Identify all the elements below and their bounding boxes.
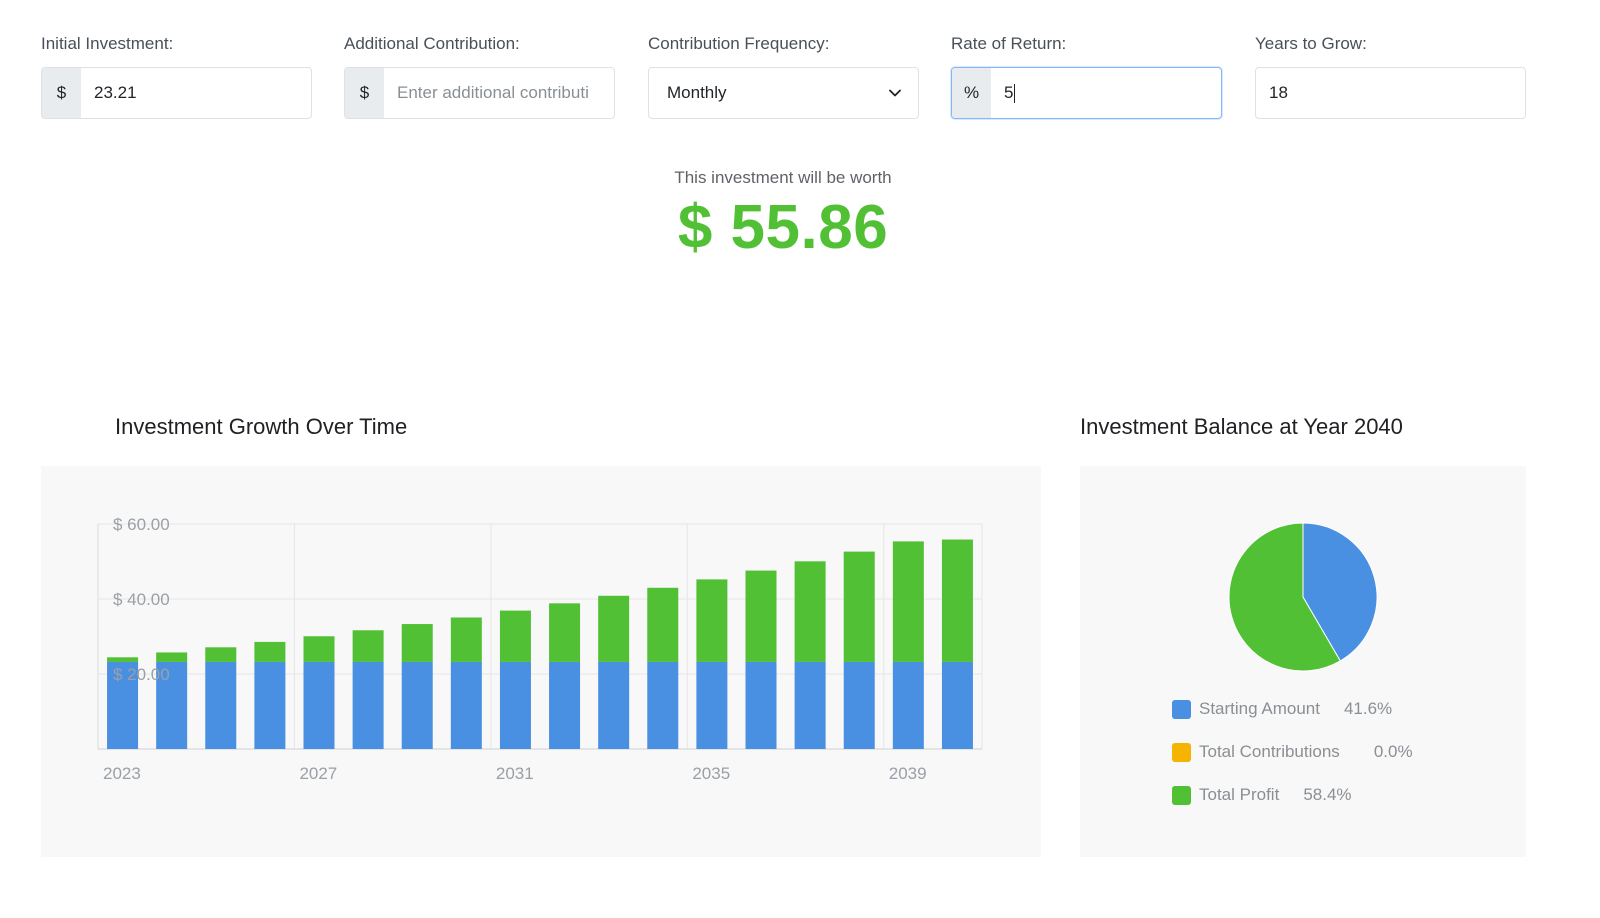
bar-total-profit xyxy=(549,603,581,662)
additional-contribution-label: Additional Contribution: xyxy=(344,34,520,53)
legend-item-starting-amount[interactable]: Starting Amount 41.6% xyxy=(1172,697,1392,721)
legend-label: Total Contributions xyxy=(1199,742,1340,761)
y-tick-label: $ 20.00 xyxy=(113,665,170,684)
contribution-frequency-select[interactable]: Monthly xyxy=(648,67,919,119)
chevron-down-icon xyxy=(888,86,902,100)
pie-slice-starting-amount xyxy=(1302,522,1378,662)
result-summary: This investment will be worth $ 55.86 xyxy=(0,168,1566,263)
bar-total-profit xyxy=(450,617,482,662)
legend-label: Starting Amount xyxy=(1199,699,1320,718)
bar-starting-amount xyxy=(598,661,630,749)
initial-investment-value[interactable]: 23.21 xyxy=(94,83,137,102)
bar-total-profit xyxy=(696,579,728,662)
text-caret xyxy=(1014,83,1016,103)
bar-starting-amount xyxy=(303,661,335,749)
x-tick-label: 2023 xyxy=(103,764,141,783)
result-value: $ 55.86 xyxy=(677,193,889,262)
bar-total-profit xyxy=(499,610,531,662)
bar-starting-amount xyxy=(696,661,728,749)
bar-starting-amount xyxy=(352,661,384,749)
bar-total-profit xyxy=(254,641,286,662)
x-tick-label: 2027 xyxy=(299,764,337,783)
dollar-addon: $ xyxy=(345,68,384,118)
bar-starting-amount xyxy=(892,661,924,749)
legend-label: Total Profit xyxy=(1199,785,1280,804)
rate-of-return-text[interactable]: 5 xyxy=(991,68,1221,118)
years-to-grow-value[interactable]: 18 xyxy=(1269,83,1288,102)
percent-addon: % xyxy=(952,68,991,118)
years-to-grow-field: Years to Grow: 18 xyxy=(1255,32,1526,119)
bar-total-profit xyxy=(843,551,875,662)
investment-inputs: Initial Investment: $ 23.21 Additional C… xyxy=(41,32,1526,122)
bar-total-profit xyxy=(107,657,139,662)
rate-of-return-field: Rate of Return: % 5 xyxy=(951,32,1222,119)
dollar-addon: $ xyxy=(42,68,81,118)
bar-total-profit xyxy=(156,652,188,662)
bar-starting-amount xyxy=(401,661,433,749)
legend-value: 58.4% xyxy=(1303,785,1352,804)
bar-starting-amount xyxy=(794,661,826,749)
bar-total-profit xyxy=(352,630,384,662)
legend-item-total-profit[interactable]: Total Profit 58.4% xyxy=(1172,783,1352,807)
rate-of-return-input[interactable]: % 5 xyxy=(951,67,1222,119)
contribution-frequency-label: Contribution Frequency: xyxy=(648,34,830,53)
legend-swatch xyxy=(1172,742,1191,762)
bar-starting-amount xyxy=(647,661,679,749)
x-tick-label: 2035 xyxy=(692,764,730,783)
bar-starting-amount xyxy=(499,661,531,749)
y-tick-label: $ 40.00 xyxy=(113,590,170,609)
initial-investment-label: Initial Investment: xyxy=(41,34,174,53)
years-to-grow-input[interactable]: 18 xyxy=(1255,67,1526,119)
bar-total-profit xyxy=(941,539,973,662)
bar-starting-amount xyxy=(205,661,237,749)
x-tick-label: 2031 xyxy=(496,764,534,783)
bar-starting-amount xyxy=(107,661,139,749)
bar-total-profit xyxy=(303,636,335,662)
legend-item-total-contributions[interactable]: Total Contributions 0.0% xyxy=(1172,740,1413,764)
rate-of-return-label: Rate of Return: xyxy=(951,34,1067,53)
bar-starting-amount xyxy=(450,661,482,749)
result-label: This investment will be worth xyxy=(674,168,892,187)
bar-total-profit xyxy=(598,595,630,662)
contribution-frequency-field: Contribution Frequency: Monthly xyxy=(648,32,919,119)
legend-value: 41.6% xyxy=(1343,699,1393,718)
contribution-frequency-value: Monthly xyxy=(667,83,727,102)
bar-total-profit xyxy=(892,541,924,662)
additional-contribution-input[interactable]: $ Enter additional contributi xyxy=(344,67,615,119)
pie-slice-total-profit xyxy=(1228,522,1341,672)
pie-chart-title: Investment Balance at Year 2040 xyxy=(1080,414,1403,439)
bar-total-profit xyxy=(401,624,433,662)
initial-investment-field: Initial Investment: $ 23.21 xyxy=(41,32,312,119)
bar-starting-amount xyxy=(156,661,188,749)
bar-total-profit xyxy=(205,647,237,662)
rate-of-return-value: 5 xyxy=(1004,83,1014,102)
y-tick-label: $ 60.00 xyxy=(113,515,170,534)
bar-starting-amount xyxy=(843,661,875,749)
legend-value: 0.0% xyxy=(1373,742,1413,761)
bar-total-profit xyxy=(745,570,777,662)
x-tick-label: 2039 xyxy=(889,764,927,783)
bar-starting-amount xyxy=(549,661,581,749)
additional-contribution-field: Additional Contribution: $ Enter additio… xyxy=(344,32,615,119)
bar-total-profit xyxy=(794,561,826,662)
years-to-grow-label: Years to Grow: xyxy=(1255,34,1367,53)
legend-swatch xyxy=(1172,699,1191,719)
additional-contribution-placeholder[interactable]: Enter additional contributi xyxy=(397,83,589,102)
bar-chart-title: Investment Growth Over Time xyxy=(115,414,408,439)
bar-starting-amount xyxy=(254,661,286,749)
legend-swatch xyxy=(1172,785,1191,805)
initial-investment-input[interactable]: $ 23.21 xyxy=(41,67,312,119)
bar-starting-amount xyxy=(941,661,973,749)
bar-total-profit xyxy=(647,587,679,662)
bar-starting-amount xyxy=(745,661,777,749)
